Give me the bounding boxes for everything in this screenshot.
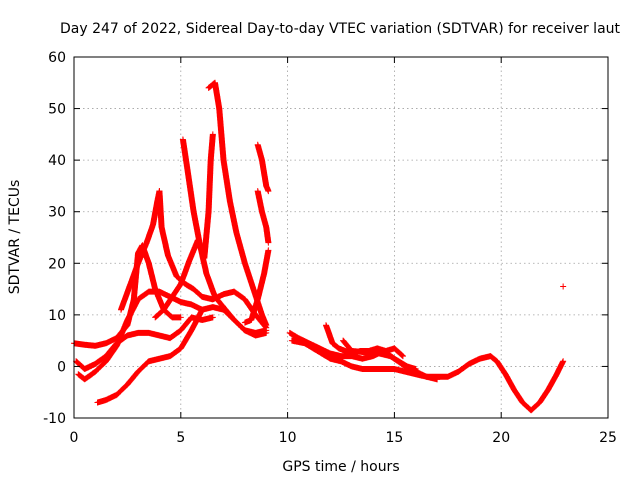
y-tick-label: 0	[57, 359, 66, 375]
y-tick-label: 20	[48, 256, 66, 272]
x-tick-label: 20	[492, 430, 510, 446]
x-tick-label: 10	[279, 430, 297, 446]
marker-trace	[560, 283, 567, 290]
marker-trace	[340, 337, 419, 373]
marker-trace	[288, 337, 441, 383]
series-trace-m	[286, 329, 567, 414]
chart-title: Day 247 of 2022, Sidereal Day-to-day VTE…	[60, 21, 621, 37]
series-trace-p	[340, 337, 419, 373]
marker-trace	[286, 329, 567, 414]
x-axis-label: GPS time / hours	[282, 459, 399, 475]
plot-frame	[73, 56, 609, 419]
y-tick-label: 50	[48, 102, 66, 118]
y-tick-label: 10	[48, 308, 66, 324]
x-axis-ticks: 0 5 10 15 20 25	[70, 57, 617, 446]
grid-lines	[74, 57, 608, 418]
marker-trace	[75, 288, 206, 383]
marker-trace	[254, 188, 272, 246]
series-trace-h	[179, 136, 270, 336]
series-trace-l	[254, 188, 272, 246]
series-outlier	[560, 283, 567, 290]
y-tick-label: 30	[48, 205, 66, 221]
marker-trace	[94, 304, 270, 406]
marker-trace	[118, 188, 163, 313]
x-tick-label: 25	[599, 430, 617, 446]
series-trace-e	[118, 188, 163, 313]
data-series	[71, 79, 567, 414]
y-tick-label: 60	[48, 50, 66, 66]
y-tick-label: -10	[43, 411, 66, 427]
series-trace-c	[75, 288, 206, 383]
x-tick-label: 15	[385, 430, 403, 446]
y-axis-label: SDTVAR / TECUs	[7, 180, 23, 295]
series-trace-n	[288, 337, 441, 383]
series-trace-j	[241, 247, 272, 326]
y-tick-label: 40	[48, 153, 66, 169]
y-axis-ticks: -10 0 10 20 30 40 50 60	[43, 50, 608, 427]
series-trace-d	[94, 304, 270, 406]
marker-trace	[254, 141, 272, 195]
series-trace-k	[254, 141, 272, 195]
x-tick-label: 0	[70, 430, 79, 446]
marker-trace	[179, 136, 270, 336]
x-tick-label: 5	[176, 430, 185, 446]
marker-trace	[241, 247, 272, 326]
